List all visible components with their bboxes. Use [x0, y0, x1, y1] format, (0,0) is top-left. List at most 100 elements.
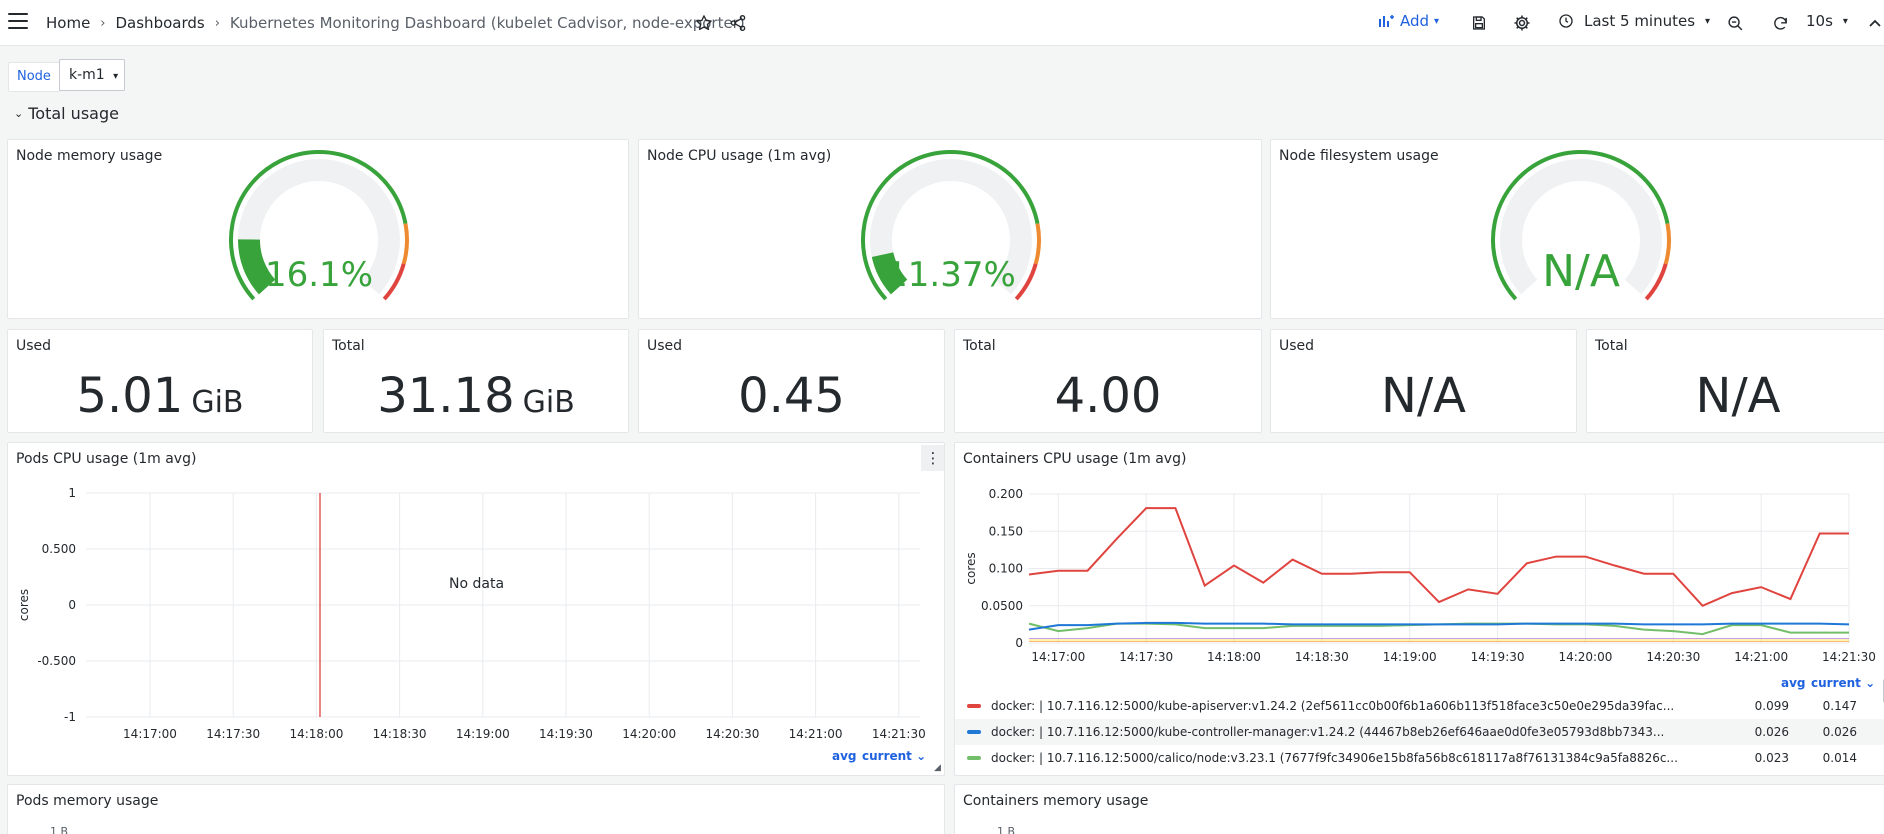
clock-icon [1559, 14, 1573, 28]
add-button[interactable]: Add ▾ [1378, 12, 1439, 30]
gauge-value-arc [238, 239, 276, 295]
gauge-threshold-orange [1033, 223, 1041, 265]
panel-title: Containers CPU usage (1m avg) [963, 451, 1187, 467]
panel-menu-icon[interactable]: ⋮ [921, 445, 944, 471]
gauge-track [870, 159, 1032, 295]
containers-cpu-chart: 0.200 0.150 0.100 0.0500 0 14:17:00 14:17:30 14… [964, 487, 1876, 664]
pods-cpu-usage-panel: Pods CPU usage (1m avg) ⋮ 1 0.500 0 -0.500 -… [7, 442, 945, 776]
panel-title: Used [647, 338, 683, 354]
legend-avg-value: 0.026 [1754, 725, 1789, 739]
stat-number: N/A [1381, 368, 1466, 424]
panel-title: Total [332, 338, 365, 354]
panel-title: Node memory usage [16, 148, 163, 164]
refresh-icon[interactable] [1769, 12, 1791, 34]
node-memory-usage-panel: Node memory usage 16.1% [7, 139, 629, 319]
gauge-threshold-green [861, 150, 1040, 301]
stat-value: 31.18 GiB [324, 368, 628, 424]
y-tick-label: 0.150 [989, 524, 1023, 538]
x-tick-label: 14:17:30 [1119, 650, 1173, 664]
pods-cpu-chart: 1 0.500 0 -0.500 -1 14:17:00 14:17:30 14:18:00 1… [17, 486, 926, 741]
x-tick-label: 14:18:00 [1207, 650, 1261, 664]
gauge-threshold-green [229, 150, 408, 301]
node-cpu-usage-panel: Node CPU usage (1m avg) 11.37% [638, 139, 1262, 319]
legend-item[interactable]: docker: | 10.7.116.12:5000/kube-controll… [955, 719, 1884, 745]
series-swatch [967, 730, 981, 734]
legend-current-header[interactable]: current ⌄ [862, 749, 926, 763]
chevron-down-icon: ⌄ [14, 107, 24, 120]
y-tick-label: 0.0500 [981, 599, 1023, 613]
gauge-value-label: N/A [1542, 246, 1620, 297]
memory-total-stat: Total 31.18 GiB [323, 329, 629, 433]
chevron-right-icon: › [100, 15, 106, 31]
zoom-out-icon[interactable] [1724, 12, 1746, 34]
x-tick-label: 14:19:00 [456, 727, 510, 741]
share-icon[interactable] [727, 12, 749, 34]
x-tick-label: 14:21:30 [1822, 650, 1876, 664]
legend-series-name: docker: | 10.7.116.12:5000/kube-apiserve… [991, 699, 1675, 713]
y-tick-label: 0 [1015, 636, 1023, 650]
add-label: Add [1400, 12, 1430, 30]
node-filesystem-usage-panel: Node filesystem usage N/A [1270, 139, 1884, 319]
legend-current-value: 0.026 [1822, 725, 1857, 739]
y-tick-label: 0.100 [989, 562, 1023, 576]
legend-current-value: 0.014 [1822, 751, 1857, 765]
legend-avg-header[interactable]: avg [1781, 676, 1806, 690]
panel-title: Node CPU usage (1m avg) [647, 148, 832, 164]
series-line [1028, 621, 1850, 631]
x-tick-label: 14:21:00 [1734, 650, 1788, 664]
legend-avg-value: 0.023 [1754, 751, 1789, 765]
stat-value: N/A [1587, 368, 1884, 424]
node-variable-select[interactable]: k-m1 ▾ [59, 59, 125, 91]
cpu-used-stat: Used 0.45 [638, 329, 945, 433]
stat-number: 0.45 [738, 368, 845, 424]
time-range-picker[interactable]: Last 5 minutes ▾ [1558, 12, 1710, 30]
legend-avg-value: 0.099 [1754, 699, 1789, 713]
series-line [1028, 507, 1849, 607]
top-navigation-bar: Home › Dashboards › Kubernetes Monitorin… [0, 0, 1884, 46]
legend-current-header[interactable]: current ⌄ [1811, 676, 1875, 690]
legend-item[interactable]: docker: | 10.7.116.12:5000/kube-apiserve… [967, 693, 1857, 719]
x-tick-label: 14:17:00 [123, 727, 177, 741]
legend-avg-header[interactable]: avg [832, 749, 857, 763]
legend-series-name: docker: | 10.7.116.12:5000/kube-controll… [991, 725, 1665, 739]
panel-title: Node filesystem usage [1279, 148, 1439, 164]
chevron-down-icon: ⌄ [1865, 676, 1876, 690]
stat-unit: GiB [522, 385, 575, 420]
menu-icon[interactable] [8, 13, 28, 31]
row-total-usage[interactable]: ⌄ Total usage [14, 104, 119, 123]
stat-unit: GiB [191, 385, 244, 420]
containers-cpu-usage-panel: Containers CPU usage (1m avg) 0.200 0.150… [954, 442, 1884, 776]
breadcrumb-current: Kubernetes Monitoring Dashboard (kubelet… [229, 14, 745, 32]
legend-item[interactable]: docker: | 10.7.116.12:5000/calico/node:v… [967, 745, 1857, 771]
y-tick-label: -0.500 [37, 654, 76, 668]
x-tick-label: 14:19:30 [539, 727, 593, 741]
refresh-interval-picker[interactable]: 10s ▾ [1806, 12, 1848, 30]
refresh-interval-label: 10s [1806, 12, 1833, 30]
gauge-value-label: 11.37% [886, 255, 1016, 295]
save-icon[interactable] [1468, 12, 1490, 34]
panel-title: Total [963, 338, 996, 354]
star-icon[interactable] [693, 12, 715, 34]
x-tick-label: 14:20:30 [705, 727, 759, 741]
gauge-threshold-green [1491, 150, 1670, 301]
x-tick-label: 14:18:00 [289, 727, 343, 741]
y-tick-label: 0.500 [42, 542, 76, 556]
cpu-total-stat: Total 4.00 [954, 329, 1262, 433]
x-tick-label: 14:20:00 [622, 727, 676, 741]
y-tick-label: -1 [64, 710, 76, 724]
panel-title: Pods memory usage [16, 793, 159, 809]
stat-number: 5.01 [76, 368, 184, 424]
filesystem-total-stat: Total N/A [1586, 329, 1884, 433]
series-swatch [967, 704, 981, 708]
resize-handle-icon[interactable]: ◢ [934, 763, 941, 773]
y-tick-label: 1 B [997, 825, 1016, 834]
gauge-threshold-red [382, 263, 406, 301]
y-axis-label: cores [964, 552, 978, 584]
gear-icon[interactable] [1511, 12, 1533, 34]
breadcrumb-home[interactable]: Home [46, 14, 91, 32]
gauge-threshold-orange [401, 223, 409, 265]
time-range-label: Last 5 minutes [1584, 12, 1696, 30]
chevron-down-icon: ▾ [1434, 15, 1440, 27]
collapse-icon[interactable] [1864, 12, 1884, 34]
breadcrumb-dashboards[interactable]: Dashboards [115, 14, 205, 32]
